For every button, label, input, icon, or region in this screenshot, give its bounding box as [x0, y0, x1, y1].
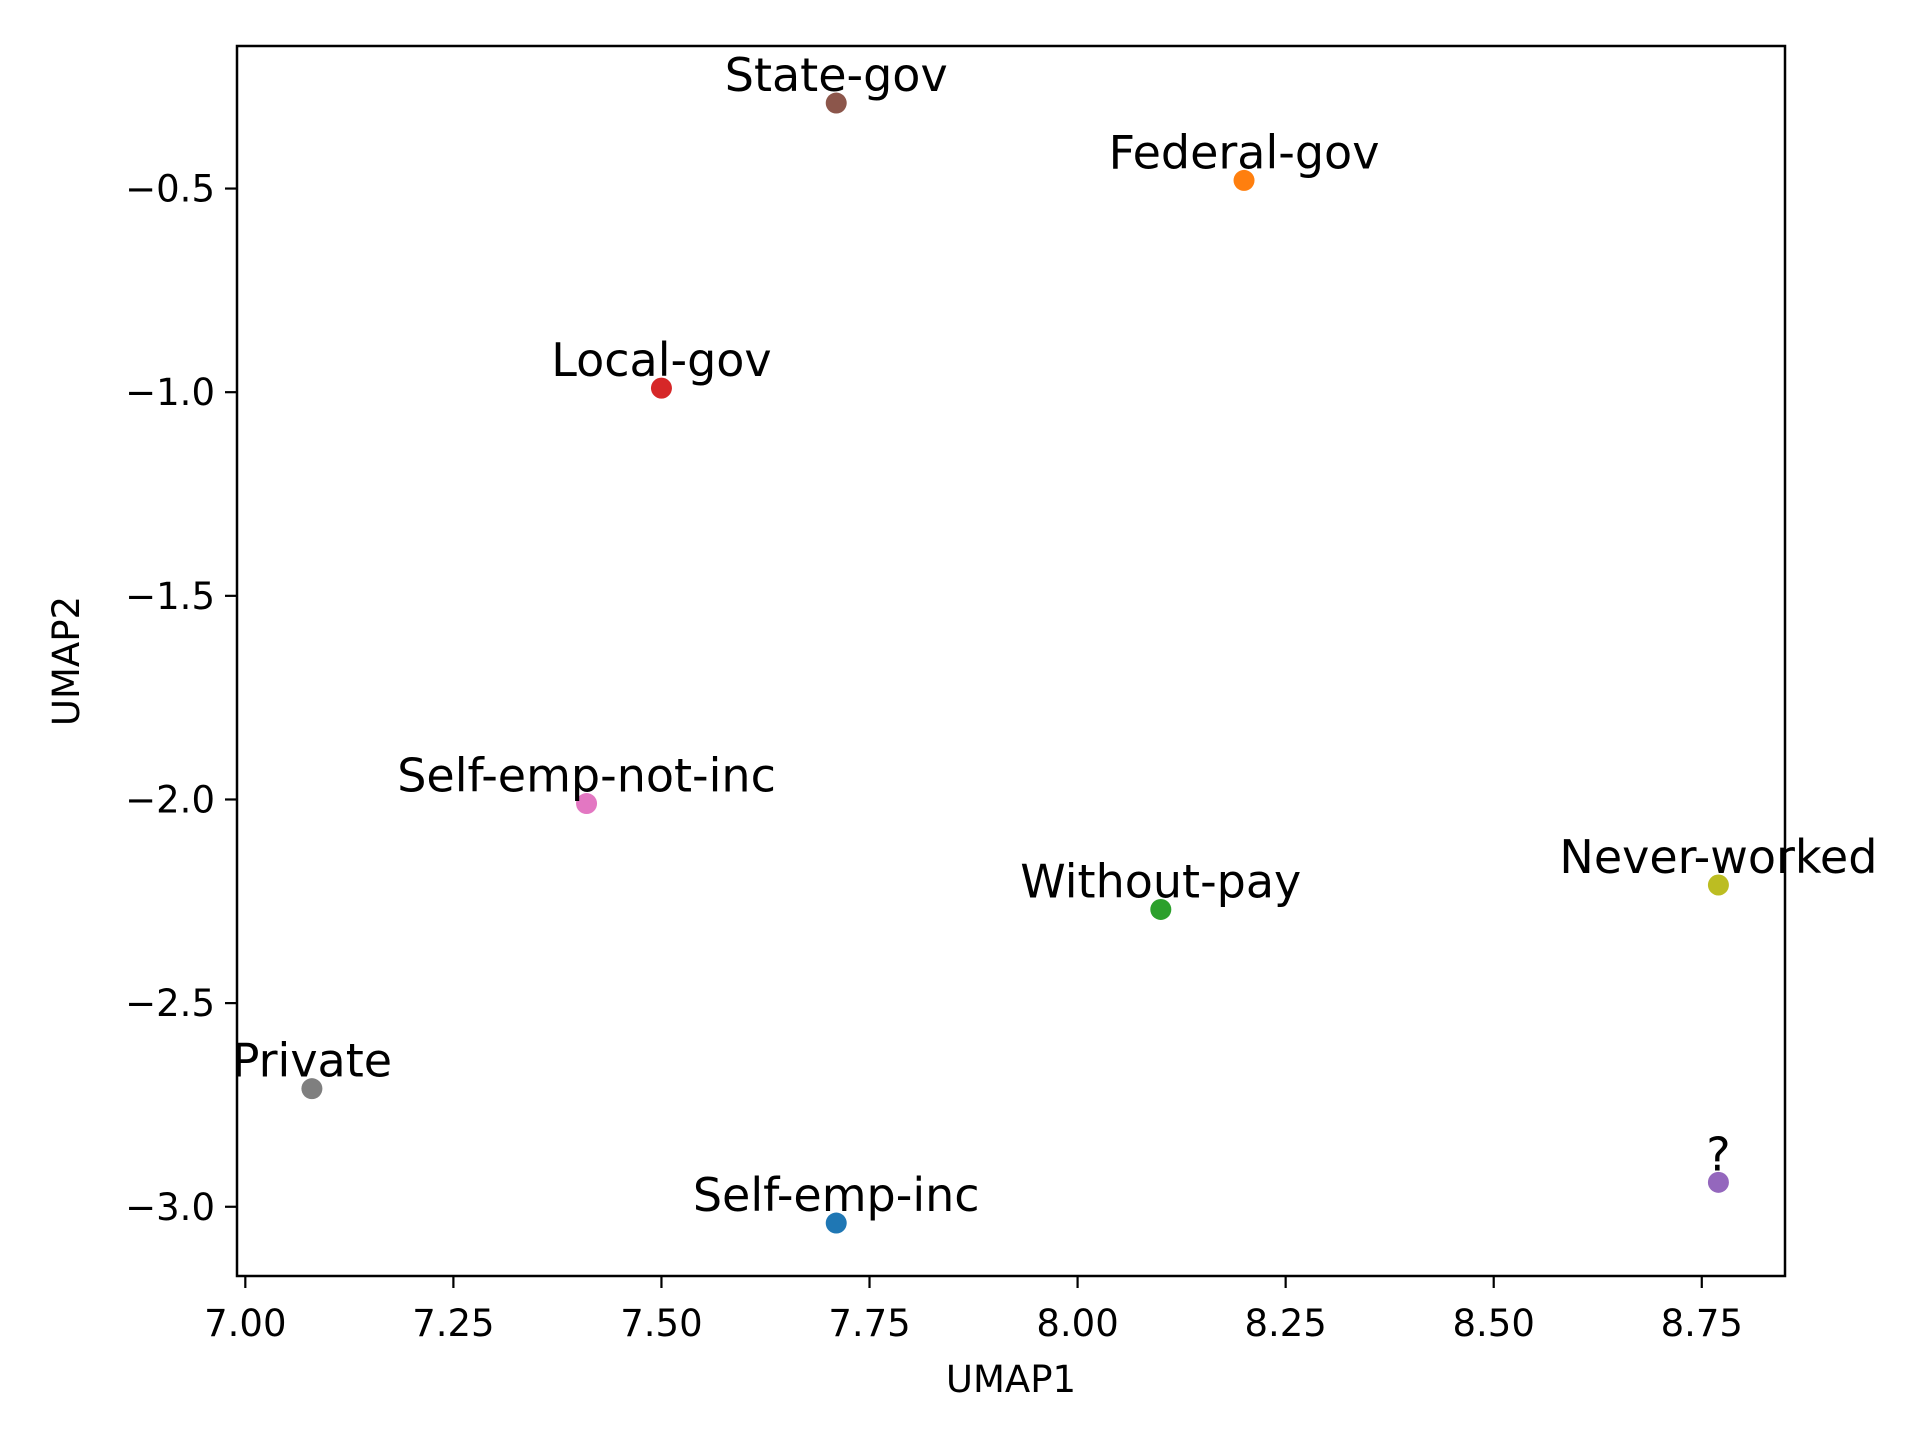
x-axis-ticks: 7.00 7.25 7.50 7.75 8.00 8.25 8.50 8.75	[204, 1276, 1743, 1345]
y-tick-label: −1.0	[125, 371, 215, 414]
data-point-label: Self-emp-not-inc	[397, 749, 776, 803]
data-point	[1233, 169, 1255, 191]
data-point-label: Private	[232, 1034, 392, 1088]
data-point-label: Never-worked	[1559, 830, 1877, 884]
x-axis-label: UMAP1	[946, 1358, 1076, 1401]
x-tick-label: 7.00	[204, 1302, 286, 1345]
x-tick-label: 8.25	[1244, 1302, 1326, 1345]
x-tick-label: 8.75	[1661, 1302, 1743, 1345]
data-point-label: Local-gov	[551, 333, 771, 387]
data-point-label: ?	[1706, 1127, 1730, 1181]
data-point	[650, 377, 672, 399]
data-point	[825, 1212, 847, 1234]
x-tick-label: 8.00	[1036, 1302, 1118, 1345]
data-point	[1707, 1171, 1729, 1193]
data-point	[1707, 874, 1729, 896]
data-point	[1150, 898, 1172, 920]
data-point-label: Self-emp-inc	[693, 1168, 980, 1222]
x-tick-label: 7.75	[828, 1302, 910, 1345]
data-point-label: State-gov	[725, 48, 948, 102]
y-tick-label: −2.5	[125, 982, 215, 1025]
data-point	[301, 1078, 323, 1100]
data-point-label: Without-pay	[1020, 854, 1301, 908]
points-layer	[301, 92, 1729, 1234]
x-tick-label: 8.50	[1453, 1302, 1535, 1345]
y-tick-label: −0.5	[125, 168, 215, 211]
data-point	[825, 92, 847, 114]
point-labels-layer: State-gov Federal-gov Local-gov Self-emp-no…	[232, 48, 1878, 1222]
data-point-label: Federal-gov	[1109, 125, 1380, 179]
y-tick-label: −1.5	[125, 575, 215, 618]
y-tick-label: −2.0	[125, 778, 215, 821]
y-tick-label: −3.0	[125, 1186, 215, 1229]
y-axis-label: UMAP2	[45, 596, 88, 726]
x-tick-label: 7.50	[620, 1302, 702, 1345]
y-axis-ticks: −0.5 −1.0 −1.5 −2.0 −2.5 −3.0	[125, 168, 237, 1229]
plot-frame	[235, 44, 1787, 1278]
x-tick-label: 7.25	[412, 1302, 494, 1345]
data-point	[576, 793, 598, 815]
